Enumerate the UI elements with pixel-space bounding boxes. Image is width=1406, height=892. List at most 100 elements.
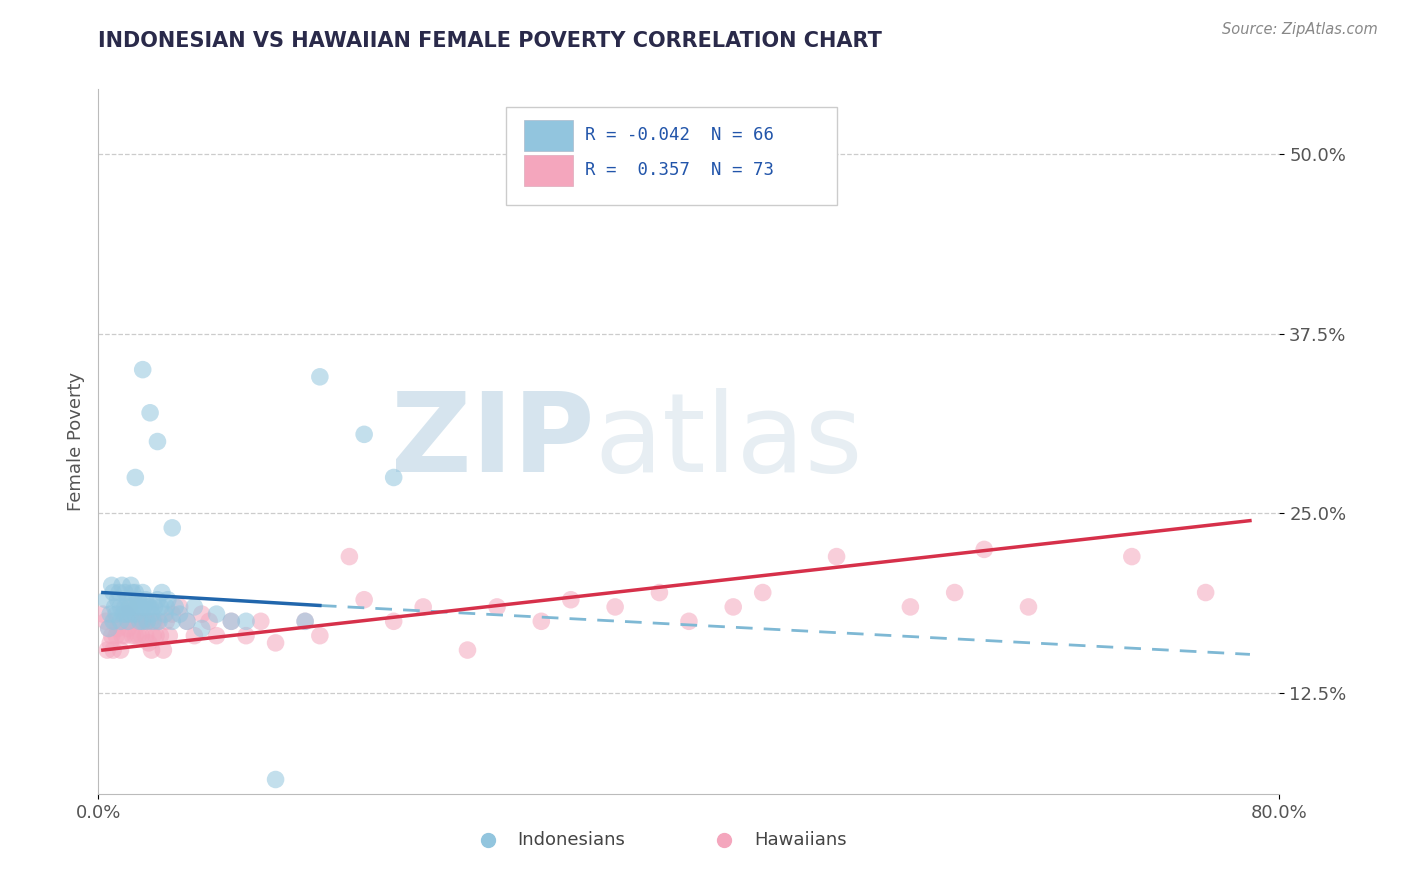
Point [120, 578, 142, 592]
Point [100, 629, 122, 643]
Point [124, 607, 146, 621]
Point [162, 521, 183, 535]
Point [176, 615, 198, 629]
Point [221, 615, 243, 629]
Point [115, 607, 138, 621]
Point [221, 615, 243, 629]
Point [107, 592, 129, 607]
Point [264, 772, 287, 787]
Point [155, 615, 177, 629]
Point [117, 592, 139, 607]
Point [97, 622, 120, 636]
Point [138, 636, 160, 650]
Point [149, 629, 172, 643]
FancyBboxPatch shape [523, 154, 574, 186]
Text: Indonesians: Indonesians [517, 830, 626, 848]
Point [309, 629, 332, 643]
Point [973, 542, 995, 557]
Point [100, 578, 122, 592]
Point [110, 599, 132, 614]
Point [294, 615, 316, 629]
Point [191, 607, 214, 621]
Point [339, 549, 361, 564]
Point [183, 629, 205, 643]
Point [143, 615, 166, 629]
Point [122, 615, 145, 629]
Point [149, 599, 172, 614]
Point [114, 599, 136, 614]
Point [486, 599, 509, 614]
Point [143, 599, 166, 614]
Point [111, 629, 134, 643]
Point [118, 599, 141, 614]
Point [96, 643, 118, 657]
Point [138, 599, 160, 614]
Point [105, 629, 128, 643]
Point [900, 599, 922, 614]
Point [198, 615, 221, 629]
Point [205, 629, 228, 643]
Point [125, 599, 148, 614]
Point [139, 615, 162, 629]
Point [309, 369, 332, 384]
Point [105, 607, 128, 621]
Point [115, 607, 138, 621]
Point [648, 585, 671, 599]
Point [530, 615, 553, 629]
Point [124, 470, 146, 484]
Point [146, 434, 169, 449]
Point [114, 585, 136, 599]
Point [150, 585, 173, 599]
Point [1018, 599, 1040, 614]
Point [103, 585, 125, 599]
Point [98, 607, 121, 621]
Text: ZIP: ZIP [391, 388, 595, 495]
Point [235, 615, 257, 629]
Point [141, 643, 163, 657]
Point [183, 599, 205, 614]
Text: Source: ZipAtlas.com: Source: ZipAtlas.com [1222, 22, 1378, 37]
Point [128, 615, 150, 629]
Point [157, 629, 180, 643]
Text: INDONESIAN VS HAWAIIAN FEMALE POVERTY CORRELATION CHART: INDONESIAN VS HAWAIIAN FEMALE POVERTY CO… [98, 31, 883, 51]
Point [136, 615, 159, 629]
FancyBboxPatch shape [506, 107, 837, 205]
Point [1121, 549, 1143, 564]
Point [142, 629, 165, 643]
Point [146, 615, 169, 629]
Point [127, 592, 149, 607]
Point [111, 578, 134, 592]
Point [120, 615, 142, 629]
Text: R =  0.357  N = 73: R = 0.357 N = 73 [585, 161, 775, 179]
Point [112, 607, 135, 621]
Point [132, 615, 155, 629]
Point [156, 592, 179, 607]
Point [169, 607, 191, 621]
Text: atlas: atlas [595, 388, 863, 495]
Point [124, 629, 146, 643]
Point [103, 643, 125, 657]
Point [103, 615, 125, 629]
Point [112, 615, 135, 629]
Point [132, 585, 155, 599]
Point [605, 599, 627, 614]
Point [91, 607, 114, 621]
Point [153, 607, 176, 621]
Point [136, 615, 159, 629]
Point [176, 615, 198, 629]
Point [382, 470, 405, 484]
Point [94, 592, 117, 607]
Point [191, 622, 214, 636]
Point [165, 599, 187, 614]
Point [135, 592, 157, 607]
Point [128, 615, 150, 629]
Point [457, 643, 479, 657]
Point [250, 615, 273, 629]
Point [235, 629, 257, 643]
Point [110, 615, 132, 629]
Y-axis label: Female Poverty: Female Poverty [66, 372, 84, 511]
Point [107, 622, 129, 636]
Text: R = -0.042  N = 66: R = -0.042 N = 66 [585, 126, 775, 144]
Point [148, 615, 170, 629]
Point [723, 599, 745, 614]
